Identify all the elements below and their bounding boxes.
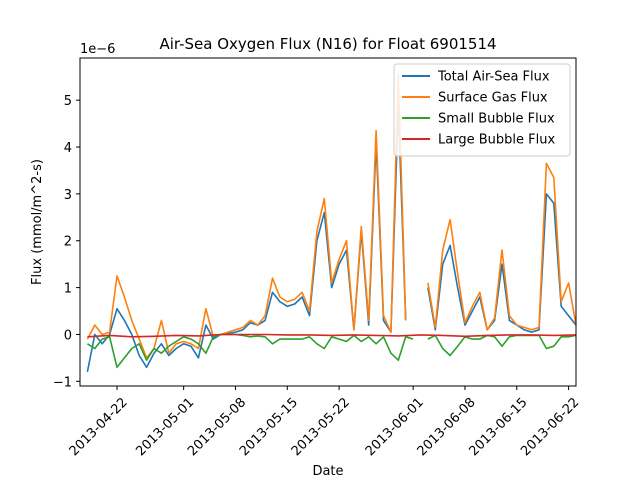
legend-label: Large Bubble Flux <box>438 133 555 148</box>
y-tick-label: 0 <box>64 328 72 343</box>
legend-label: Surface Gas Flux <box>438 91 548 106</box>
series-line-segment <box>427 334 577 357</box>
series-line-segment <box>87 333 577 338</box>
series-line-segment <box>427 162 577 331</box>
y-axis-label: Flux (mmol/m^2-s) <box>30 159 45 285</box>
legend-frame <box>393 63 571 157</box>
y-tick-label: −1 <box>53 375 72 390</box>
x-axis: 2013-04-22 2013-05-012013-05-082013-05-15… <box>67 386 582 459</box>
y-scale-label: 1e−6 <box>80 42 115 57</box>
legend: Total Air-Sea Flux Surface Gas Flux Small … <box>393 63 571 157</box>
y-tick-label: 3 <box>64 188 72 203</box>
legend-item: Small Bubble Flux <box>402 112 555 127</box>
series-line-segment <box>86 333 414 369</box>
series-2 <box>86 73 577 359</box>
series-line-segment <box>86 104 407 373</box>
y-tick-label: 1 <box>64 282 72 297</box>
legend-label: Small Bubble Flux <box>438 112 555 127</box>
x-axis-label: Date <box>312 464 343 479</box>
series-3 <box>86 333 577 369</box>
x-tick-label: 2013-04-22 <box>67 395 131 459</box>
y-tick-label: 2 <box>64 235 72 250</box>
series-4 <box>87 333 577 338</box>
chart-title: Air-Sea Oxygen Flux (N16) for Float 6901… <box>159 35 496 53</box>
legend-item: Total Air-Sea Flux <box>402 70 550 85</box>
y-tick-label: 4 <box>64 141 72 156</box>
y-axis: −1 0 1 2 3 4 5 <box>53 94 80 390</box>
plot-frame <box>79 57 577 387</box>
y-tick-label: 5 <box>64 94 72 109</box>
plot-area <box>86 73 577 373</box>
legend-item: Surface Gas Flux <box>402 91 548 106</box>
legend-label: Total Air-Sea Flux <box>437 70 550 85</box>
series-line-segment <box>86 73 407 359</box>
legend-item: Large Bubble Flux <box>402 133 555 148</box>
series-line-segment <box>427 193 577 333</box>
